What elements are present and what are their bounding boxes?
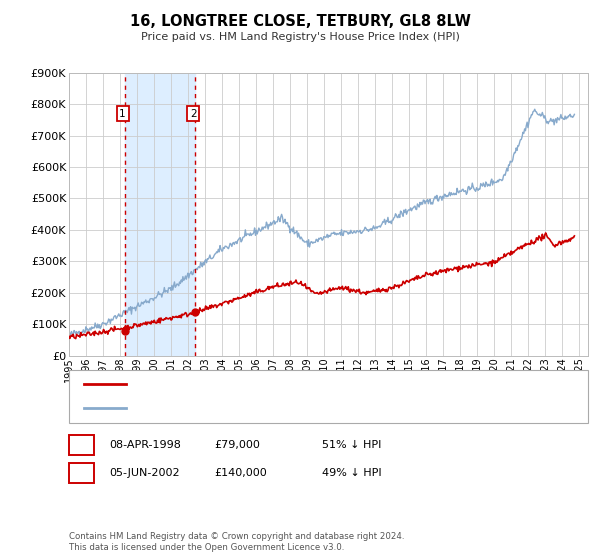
Text: 2: 2: [190, 109, 197, 119]
Text: 49% ↓ HPI: 49% ↓ HPI: [322, 468, 382, 478]
Text: 1: 1: [119, 109, 126, 119]
Text: 16, LONGTREE CLOSE, TETBURY, GL8 8LW: 16, LONGTREE CLOSE, TETBURY, GL8 8LW: [130, 14, 470, 29]
Text: £140,000: £140,000: [214, 468, 267, 478]
Bar: [125, 73, 196, 356]
Text: HPI: Average price, detached house, Cotswold: HPI: Average price, detached house, Cots…: [133, 403, 374, 413]
Text: 05-JUN-2002: 05-JUN-2002: [109, 468, 180, 478]
Text: 16, LONGTREE CLOSE, TETBURY, GL8 8LW (detached house): 16, LONGTREE CLOSE, TETBURY, GL8 8LW (de…: [133, 380, 446, 390]
Text: 51% ↓ HPI: 51% ↓ HPI: [322, 440, 382, 450]
Text: 2: 2: [78, 468, 85, 478]
Text: £79,000: £79,000: [214, 440, 260, 450]
Text: 08-APR-1998: 08-APR-1998: [109, 440, 181, 450]
Text: Contains HM Land Registry data © Crown copyright and database right 2024.
This d: Contains HM Land Registry data © Crown c…: [69, 532, 404, 552]
Text: Price paid vs. HM Land Registry's House Price Index (HPI): Price paid vs. HM Land Registry's House …: [140, 32, 460, 42]
Text: 1: 1: [78, 440, 85, 450]
